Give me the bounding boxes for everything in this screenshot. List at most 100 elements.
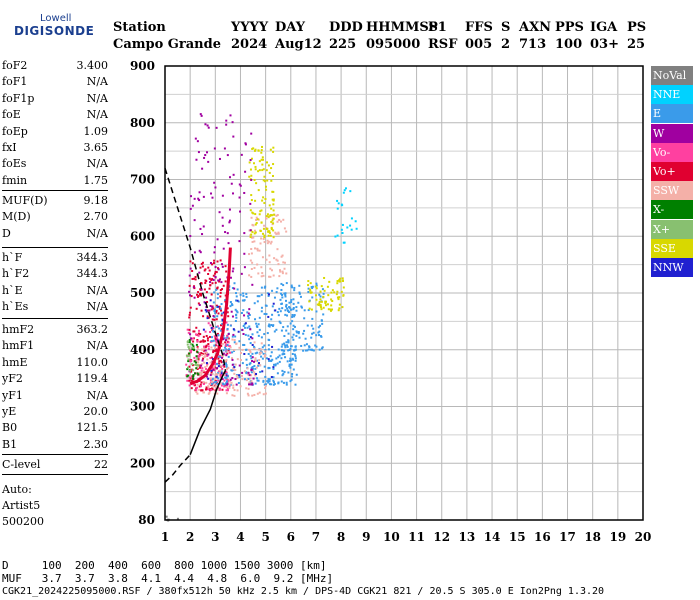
data-point: [271, 214, 274, 217]
data-point: [194, 137, 197, 140]
data-point: [196, 338, 199, 341]
data-point: [230, 182, 233, 185]
data-point: [276, 248, 279, 251]
data-point: [215, 325, 218, 328]
param-name: foF1: [2, 75, 28, 89]
param-value: N/A: [86, 108, 108, 122]
data-point: [220, 328, 223, 331]
data-point: [317, 334, 320, 337]
header-value-5: RSF: [428, 37, 458, 52]
data-point: [228, 219, 231, 222]
data-point: [209, 389, 212, 392]
data-point: [260, 237, 263, 240]
data-point: [197, 332, 200, 335]
data-point: [212, 262, 215, 265]
data-point: [198, 388, 201, 391]
data-point: [195, 307, 198, 310]
data-point: [195, 391, 198, 394]
data-point: [314, 294, 317, 297]
data-point: [198, 366, 201, 369]
data-point: [188, 354, 191, 357]
data-point: [256, 351, 259, 354]
data-point: [335, 293, 338, 296]
data-point: [192, 346, 195, 349]
data-point: [195, 343, 198, 346]
data-point: [270, 207, 273, 210]
data-point: [188, 365, 191, 368]
data-point: [268, 261, 271, 264]
data-point: [259, 210, 262, 213]
y-tick-label: 300: [130, 400, 155, 414]
data-point: [254, 367, 257, 370]
data-point: [284, 313, 287, 316]
data-point: [209, 261, 212, 264]
data-point: [223, 365, 226, 368]
data-point: [275, 328, 278, 331]
data-point: [291, 352, 294, 355]
data-point: [283, 292, 286, 295]
data-point: [251, 382, 254, 385]
data-point: [212, 330, 215, 333]
data-point: [193, 197, 196, 200]
data-point: [326, 285, 329, 288]
data-point: [272, 198, 275, 201]
data-point: [318, 330, 321, 333]
data-point: [240, 272, 243, 275]
data-point: [206, 309, 209, 312]
data-point: [205, 362, 208, 365]
data-point: [288, 363, 291, 366]
data-point: [263, 333, 266, 336]
data-point: [192, 375, 195, 378]
data-point: [321, 288, 324, 291]
data-point: [209, 324, 212, 327]
param-name: foF2: [2, 59, 28, 72]
data-point: [254, 213, 257, 216]
data-point: [200, 352, 203, 355]
data-point: [200, 309, 203, 312]
data-point: [188, 376, 191, 379]
data-point: [231, 270, 234, 273]
data-point: [263, 175, 266, 178]
data-point: [201, 167, 204, 170]
data-point: [258, 353, 261, 356]
data-point: [202, 315, 205, 318]
data-point: [249, 229, 252, 232]
data-point: [281, 343, 284, 346]
data-point: [268, 275, 271, 278]
data-point: [260, 209, 263, 212]
data-point: [282, 218, 285, 221]
plot-frame: [164, 65, 644, 521]
data-point: [236, 299, 239, 302]
header-value-6: 005: [465, 37, 493, 52]
data-point: [248, 175, 251, 178]
data-point: [208, 277, 211, 280]
data-point: [214, 373, 217, 376]
data-point: [326, 303, 329, 306]
data-point: [268, 325, 271, 328]
data-point: [253, 373, 256, 376]
data-point: [312, 349, 315, 352]
data-point: [192, 340, 195, 343]
data-point: [264, 348, 267, 351]
data-point: [210, 192, 213, 195]
data-point: [245, 371, 248, 374]
data-point: [251, 360, 254, 363]
data-point: [272, 222, 275, 225]
data-point: [264, 197, 267, 200]
data-point: [270, 228, 273, 231]
data-point: [199, 227, 202, 230]
data-point: [248, 363, 251, 366]
data-point: [193, 360, 196, 363]
param-row: M(D) 2.70: [2, 210, 108, 225]
data-point: [203, 353, 206, 356]
data-point: [198, 303, 201, 306]
data-point: [261, 163, 264, 166]
data-point: [216, 238, 219, 241]
legend-item-w: W: [651, 123, 693, 143]
data-point: [238, 183, 241, 186]
data-point: [216, 305, 219, 308]
param-name: h`F2: [2, 267, 30, 281]
data-point: [207, 385, 210, 388]
data-point: [235, 292, 238, 295]
data-point: [225, 380, 228, 383]
